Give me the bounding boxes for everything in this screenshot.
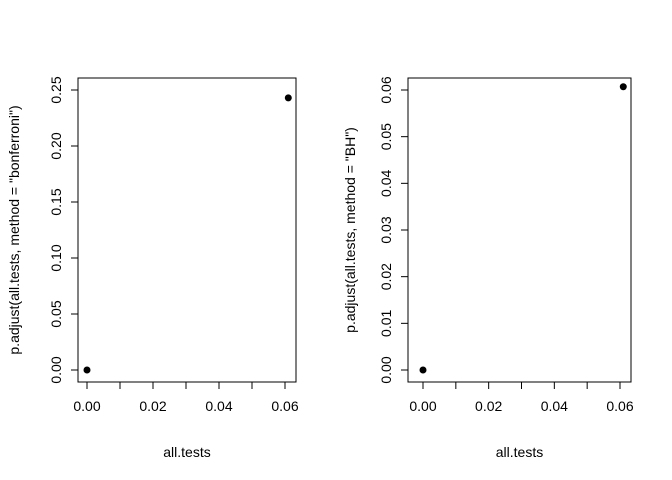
y-tick-label: 0.00	[48, 356, 64, 383]
x-tick-label: 0.02	[475, 398, 502, 414]
plot-box	[77, 77, 297, 383]
data-point	[83, 366, 91, 374]
data-point	[284, 94, 292, 102]
y-tick-label: 0.01	[378, 309, 394, 336]
x-tick-label: 0.06	[606, 398, 633, 414]
x-axis-label: all.tests	[163, 444, 210, 460]
y-tick-label: 0.03	[378, 216, 394, 243]
y-tick-label: 0.15	[48, 188, 64, 215]
x-tick-label: 0.02	[139, 398, 166, 414]
data-point	[619, 83, 627, 91]
y-axis-label: p.adjust(all.tests, method = "bonferroni…	[6, 105, 22, 354]
x-axis-label: all.tests	[496, 444, 543, 460]
x-tick-label: 0.06	[271, 398, 298, 414]
plot-box	[407, 77, 632, 383]
y-tick-label: 0.05	[48, 300, 64, 327]
y-tick-label: 0.00	[378, 356, 394, 383]
data-point	[419, 366, 427, 374]
x-tick-label: 0.04	[541, 398, 568, 414]
bh-panel: 0.00 0.02 0.04 0.06 0.00 0.01 0.02 0.03 0.04 0.05…	[342, 76, 634, 460]
y-tick-label: 0.06	[378, 76, 394, 103]
y-tick-label: 0.20	[48, 132, 64, 159]
y-tick-label: 0.02	[378, 263, 394, 290]
y-tick-label: 0.10	[48, 244, 64, 271]
y-tick-label: 0.04	[378, 169, 394, 196]
x-tick-label: 0.04	[205, 398, 232, 414]
y-tick-label: 0.05	[378, 123, 394, 150]
x-tick-label: 0.00	[73, 398, 100, 414]
y-tick-label: 0.25	[48, 76, 64, 103]
y-axis-label: p.adjust(all.tests, method = "BH")	[342, 127, 358, 333]
x-tick-label: 0.00	[409, 398, 436, 414]
bonferroni-panel: 0.00 0.02 0.04 0.06 0.00 0.05 0.10 0.15 0.20 0.25…	[6, 76, 299, 460]
